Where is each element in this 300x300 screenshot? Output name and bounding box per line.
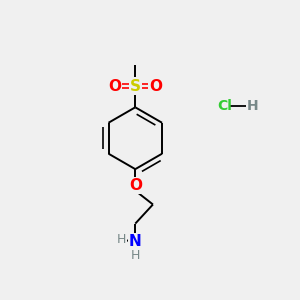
Text: H: H <box>247 99 259 113</box>
Text: O: O <box>149 79 162 94</box>
Text: H: H <box>130 250 140 262</box>
Text: S: S <box>130 79 141 94</box>
Text: N: N <box>129 234 142 249</box>
Text: O: O <box>108 79 121 94</box>
Text: H: H <box>116 233 126 246</box>
Text: O: O <box>129 178 142 193</box>
Text: Cl: Cl <box>218 99 232 113</box>
